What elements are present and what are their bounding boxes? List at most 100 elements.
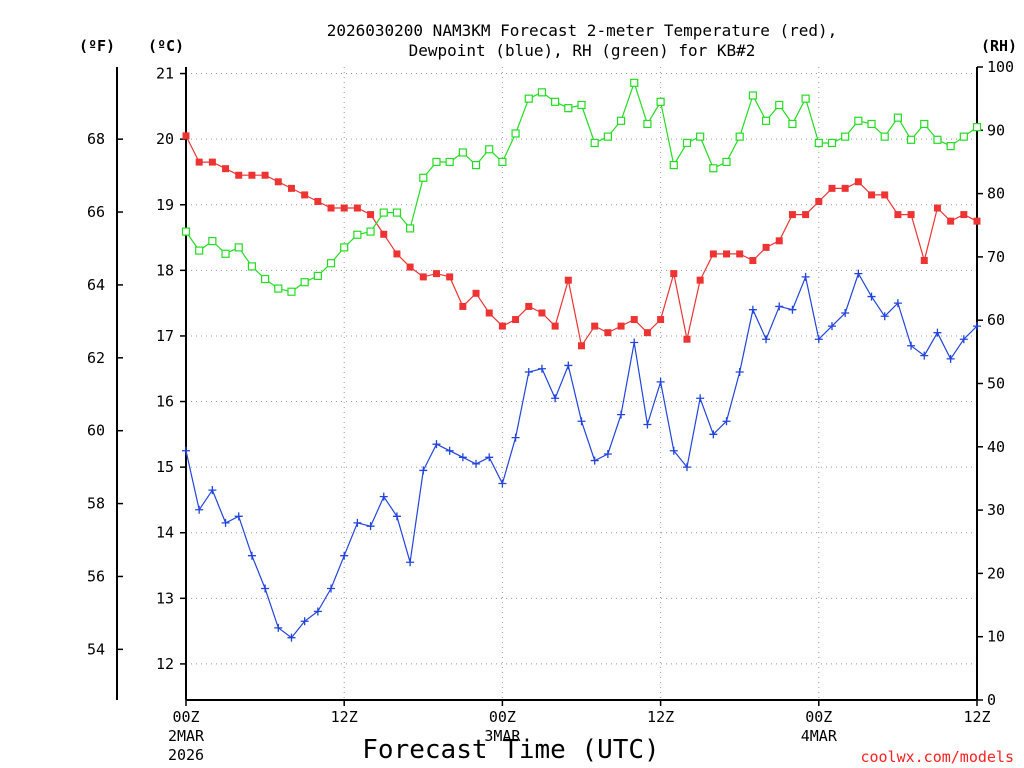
fahrenheit-axis-header: (ºF) xyxy=(79,37,115,55)
rh-point-27 xyxy=(537,88,547,97)
dewpoint-point-60 xyxy=(973,322,981,331)
dewpoint-point-2 xyxy=(208,486,217,495)
dewpoint-point-39 xyxy=(696,394,705,403)
dewpoint-point-6 xyxy=(261,584,270,593)
dewpoint-point-20 xyxy=(445,446,454,455)
tick-label-x-4: 00Z xyxy=(805,708,832,726)
rh-point-52 xyxy=(867,119,876,129)
rh-point-45 xyxy=(775,100,784,110)
dewpoint-point-5 xyxy=(247,551,256,560)
dewpoint-point-18 xyxy=(419,466,428,475)
temperature-point-46 xyxy=(788,211,796,219)
temperature-point-55 xyxy=(907,211,915,219)
dewpoint-point-13 xyxy=(353,518,362,527)
tick-label-rh-100: 100 xyxy=(987,58,1014,76)
dewpoint-point-25 xyxy=(511,433,520,442)
temperature-point-27 xyxy=(538,309,546,317)
temperature-point-0 xyxy=(182,132,190,140)
dewpoint-point-16 xyxy=(392,512,401,521)
rh-point-56 xyxy=(920,119,929,129)
temperature-point-32 xyxy=(604,329,612,337)
dewpoint-point-36 xyxy=(656,377,665,386)
temperature-point-47 xyxy=(802,211,810,219)
rh-point-59 xyxy=(959,132,968,141)
tick-label-fahrenheit-56: 56 xyxy=(87,567,105,585)
dewpoint-point-9 xyxy=(300,617,309,626)
rh-point-51 xyxy=(854,116,863,125)
temperature-point-51 xyxy=(854,178,862,186)
dewpoint-point-24 xyxy=(498,479,507,488)
temperature-point-37 xyxy=(670,270,678,278)
rh-point-43 xyxy=(748,91,757,100)
temperature-point-24 xyxy=(498,322,506,330)
tick-label-rh-20: 20 xyxy=(987,564,1005,582)
dewpoint-point-43 xyxy=(748,305,757,314)
rh-point-33 xyxy=(616,116,626,125)
tick-label-fahrenheit-66: 66 xyxy=(87,203,105,221)
temperature-point-35 xyxy=(643,329,651,337)
temperature-point-29 xyxy=(564,276,572,284)
tick-label-rh-10: 10 xyxy=(987,628,1005,646)
tick-sublabel-date-4: 4MAR xyxy=(801,727,838,745)
temperature-point-33 xyxy=(617,322,625,330)
temperature-point-38 xyxy=(683,335,691,343)
dewpoint-point-3 xyxy=(221,518,230,527)
tick-label-celsius-20: 20 xyxy=(156,130,174,148)
dewpoint-point-45 xyxy=(775,302,784,311)
rh-point-25 xyxy=(511,129,520,138)
rh-point-9 xyxy=(300,278,309,287)
rh-point-2 xyxy=(208,236,217,246)
temperature-point-7 xyxy=(274,178,282,186)
chart-title-line-2: Dewpoint (blue), RH (green) for KB#2 xyxy=(409,41,756,60)
temperature-point-40 xyxy=(709,250,717,258)
gridlines xyxy=(186,67,977,700)
temperature-point-16 xyxy=(393,250,401,258)
temperature-point-56 xyxy=(920,257,928,265)
rh-point-0 xyxy=(181,227,191,236)
dewpoint-point-12 xyxy=(340,551,349,560)
rh-point-24 xyxy=(498,157,507,167)
rh-point-5 xyxy=(247,262,257,271)
temperature-point-19 xyxy=(432,270,440,278)
dewpoint-point-51 xyxy=(854,269,863,278)
dewpoint-point-4 xyxy=(234,512,243,521)
rh-point-32 xyxy=(603,132,612,141)
rh-point-37 xyxy=(669,161,678,170)
temperature-point-50 xyxy=(841,184,849,192)
rh-point-17 xyxy=(406,224,415,233)
rh-point-19 xyxy=(432,157,441,167)
rh-point-14 xyxy=(366,227,375,236)
rh-point-7 xyxy=(274,284,283,293)
rh-point-26 xyxy=(524,94,533,103)
rh-point-34 xyxy=(630,78,639,87)
dewpoint-point-31 xyxy=(590,456,599,465)
tick-label-fahrenheit-62: 62 xyxy=(87,349,105,367)
dewpoint-point-7 xyxy=(274,623,283,632)
temperature-point-58 xyxy=(947,217,955,225)
rh-point-57 xyxy=(933,135,942,144)
dewpoint-point-56 xyxy=(920,351,929,360)
temperature-point-59 xyxy=(960,211,968,219)
tick-label-celsius-16: 16 xyxy=(156,393,174,411)
tick-label-celsius-12: 12 xyxy=(156,655,174,673)
rh-point-54 xyxy=(893,113,903,122)
rh-point-44 xyxy=(761,116,771,125)
dewpoint-point-37 xyxy=(669,446,678,455)
temperature-point-26 xyxy=(525,302,533,310)
dewpoint-point-15 xyxy=(379,492,388,501)
dewpoint-point-35 xyxy=(643,420,652,429)
dewpoint-point-42 xyxy=(735,368,744,377)
rh-point-39 xyxy=(696,132,705,141)
tick-label-rh-0: 0 xyxy=(987,691,996,709)
rh-point-40 xyxy=(709,164,718,173)
rh-point-20 xyxy=(445,157,454,167)
temperature-point-11 xyxy=(327,204,335,212)
temperature-point-18 xyxy=(419,273,427,281)
celsius-axis-header: (ºC) xyxy=(148,37,184,55)
axes xyxy=(116,67,978,701)
temperature-point-49 xyxy=(828,184,836,192)
temperature-point-9 xyxy=(301,191,309,199)
temperature-point-1 xyxy=(195,158,203,166)
rh-point-11 xyxy=(326,259,336,268)
rh-point-48 xyxy=(814,138,823,148)
